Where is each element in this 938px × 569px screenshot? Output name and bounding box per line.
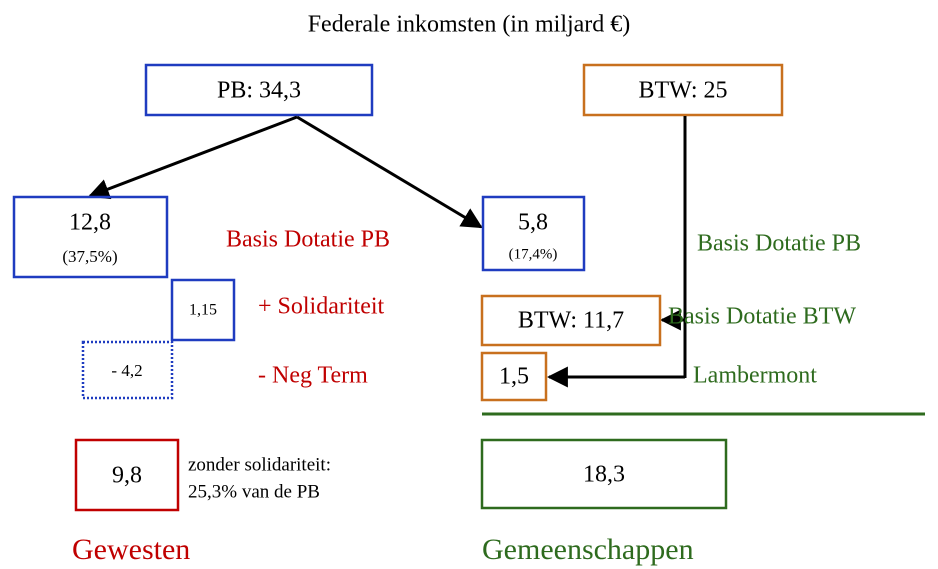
label: + Solidariteit: [258, 294, 385, 320]
total-box: [74, 438, 180, 512]
label: Basis Dotatie BTW: [668, 304, 856, 330]
box: [81, 340, 174, 400]
arrow: [296, 115, 483, 229]
share: (17,4%): [509, 246, 558, 262]
value: BTW: 11,7: [518, 308, 624, 334]
arrow: [88, 115, 298, 200]
label: - Neg Term: [258, 363, 368, 389]
value: 12,8: [69, 210, 111, 236]
value: 5,8: [518, 210, 548, 236]
box: [480, 294, 662, 347]
value: 1,15: [189, 302, 217, 319]
note: zonder solidariteit:: [188, 454, 331, 475]
total-box: [480, 438, 728, 510]
box: [170, 278, 236, 342]
pb-text: PB: 34,3: [217, 78, 301, 104]
group-label: Gewesten: [72, 533, 190, 566]
label: Basis Dotatie PB: [226, 227, 390, 253]
box: [12, 195, 169, 279]
box: [480, 351, 548, 402]
label: Lambermont: [693, 363, 817, 389]
btw-box: [582, 63, 784, 117]
btw-text: BTW: 25: [638, 78, 727, 104]
total: 9,8: [112, 463, 142, 489]
group-label: Gemeenschappen: [482, 533, 694, 566]
pb-box: [144, 63, 374, 117]
title: Federale inkomsten (in miljard €): [308, 12, 631, 38]
box: [481, 195, 586, 272]
note: 25,3% van de PB: [188, 481, 320, 502]
value: 1,5: [499, 364, 529, 390]
value: - 4,2: [111, 361, 142, 380]
label: Basis Dotatie PB: [697, 231, 861, 257]
total: 18,3: [583, 462, 625, 488]
share: (37,5%): [62, 247, 117, 266]
